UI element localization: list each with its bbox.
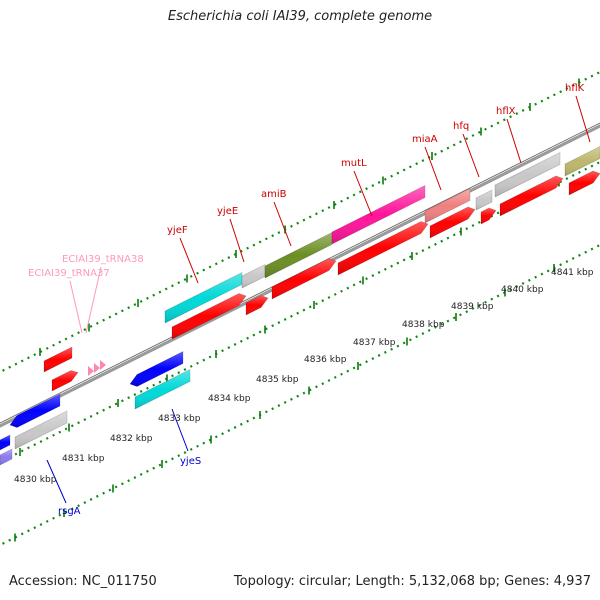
gene-red-arrow-6-highlight: [481, 208, 496, 224]
gene-amiB-upper-highlight: [265, 232, 332, 278]
trna-feature-1: [88, 366, 94, 376]
gene-label-miaA: miaA: [412, 134, 438, 145]
leader-ECIAI39_tRNA37: [69, 280, 83, 334]
gene-hflK-upper-highlight: [565, 146, 600, 176]
leader-yjeE: [229, 218, 245, 263]
gene-blue-yjeS-upper-highlight: [130, 351, 183, 387]
gene-hfq-upper-highlight: [476, 190, 492, 210]
accession-text: Accession: NC_011750: [9, 574, 157, 589]
gene-label-yjeE: yjeE: [217, 206, 238, 217]
gene-red-arrow-1-highlight: [172, 293, 246, 339]
scale-label: 4836 kbp: [304, 355, 347, 365]
scale-label: 4839 kbp: [451, 302, 494, 312]
trna-feature-3: [100, 360, 106, 370]
gene-label-ECIAI39_tRNA38: ECIAI39_tRNA38: [62, 254, 144, 265]
scale-label: 4830 kbp: [14, 475, 57, 485]
leader-ECIAI39_tRNA38: [85, 266, 102, 334]
gene-red-arrow-4-highlight: [338, 221, 428, 275]
gene-gray-lower-left-highlight: [15, 411, 67, 449]
scale-label: 4834 kbp: [208, 394, 251, 404]
gene-features: [0, 146, 600, 466]
leader-amiB: [273, 201, 292, 247]
gene-label-hflK: hflK: [565, 83, 585, 94]
scale-label: 4841 kbp: [551, 268, 594, 278]
gene-red-small-2-highlight: [52, 370, 78, 391]
leader-mutL: [353, 170, 373, 217]
gene-red-arrow-7-highlight: [500, 176, 563, 216]
scale-label: 4833 kbp: [158, 414, 201, 424]
gene-blue-edge-highlight: [0, 435, 10, 450]
leader-yjeS: [171, 408, 189, 452]
gene-hflX-upper-highlight: [495, 152, 560, 197]
gene-miaA-upper-highlight: [425, 188, 470, 223]
genome-summary-text: Topology: circular; Length: 5,132,068 bp…: [233, 574, 591, 589]
gene-purple-edge-highlight: [0, 449, 12, 465]
gene-label-amiB: amiB: [261, 189, 287, 200]
gene-label-rsgA: rsgA: [58, 506, 81, 517]
gene-label-hfq: hfq: [453, 121, 469, 132]
scale-label: 4838 kbp: [402, 320, 445, 330]
gene-labels: yjeF yjeE amiB mutL miaA hfq hflX hflK ECIAI39_t…: [28, 83, 585, 517]
gene-blue-rsgA-highlight: [10, 394, 60, 428]
gene-yjeS-cyan-highlight: [135, 369, 190, 409]
leader-hflK: [575, 95, 591, 143]
gene-label-ECIAI39_tRNA37: ECIAI39_tRNA37: [28, 268, 110, 279]
leader-hflX: [506, 118, 522, 164]
scale-label: 4835 kbp: [256, 375, 299, 385]
label-leaders: [46, 95, 591, 504]
scale-label: 4837 kbp: [353, 338, 396, 348]
gene-label-yjeS: yjeS: [180, 456, 201, 467]
gene-red-small-1-highlight: [44, 347, 72, 372]
leader-yjeF: [179, 237, 199, 284]
gene-red-arrow-5-highlight: [430, 207, 475, 238]
scale-label: 4831 kbp: [62, 454, 105, 464]
scale-labels: 4830 kbp 4831 kbp 4832 kbp 4833 kbp 4834 kbp…: [14, 268, 594, 485]
gene-label-yjeF: yjeF: [167, 225, 188, 236]
tick-marks: [0, 70, 600, 547]
gene-red-arrow-8-highlight: [569, 171, 600, 195]
leader-rsgA: [46, 459, 67, 504]
leader-miaA: [424, 146, 442, 191]
gene-label-hflX: hflX: [496, 106, 516, 117]
leader-hfq: [462, 133, 480, 178]
gene-yjeE-upper-highlight: [242, 264, 265, 288]
gene-red-arrow-3-highlight: [272, 258, 336, 299]
trna-feature-2: [94, 363, 100, 373]
gene-yjeF-upper-highlight: [165, 272, 242, 323]
map-title: Escherichia coli IAI39, complete genome: [167, 9, 433, 24]
scale-label: 4832 kbp: [110, 434, 153, 444]
scale-label: 4840 kbp: [501, 285, 544, 295]
gene-mutL-upper-highlight: [332, 185, 425, 244]
gene-red-arrow-2-highlight: [246, 295, 268, 315]
gene-label-mutL: mutL: [341, 158, 367, 169]
